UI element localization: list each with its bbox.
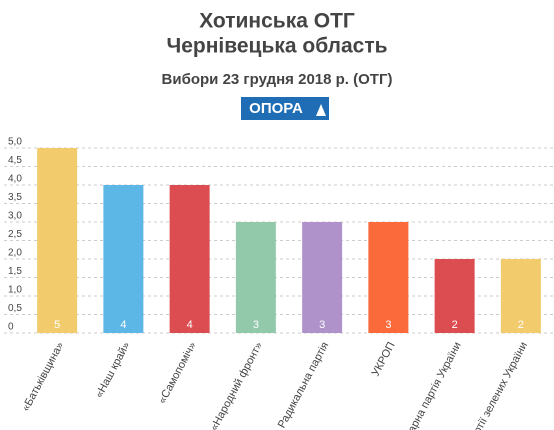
y-tick-label: 3,5 bbox=[8, 192, 22, 203]
value-label: 2 bbox=[518, 319, 524, 331]
x-tick-label: Партії зелених України bbox=[465, 340, 530, 430]
y-tick-label: 4,0 bbox=[8, 174, 22, 185]
value-label: 3 bbox=[253, 319, 259, 331]
value-label: 3 bbox=[319, 319, 325, 331]
y-tick-label: 2,5 bbox=[8, 229, 22, 240]
bar bbox=[235, 222, 276, 333]
bar bbox=[169, 185, 210, 333]
x-tick-label: «Наш край» bbox=[93, 340, 132, 400]
value-label: 4 bbox=[187, 319, 193, 331]
x-tick-label: «Батьківщина» bbox=[20, 340, 67, 413]
x-tick-label: «Самопоміч» bbox=[156, 340, 198, 406]
chart-title: Чернівецька область bbox=[166, 35, 387, 58]
y-tick-label: 2,0 bbox=[8, 248, 22, 259]
x-tick-label: Аграрна партія України bbox=[398, 340, 464, 430]
bar bbox=[37, 148, 78, 333]
value-label: 5 bbox=[54, 319, 60, 331]
value-label: 2 bbox=[452, 319, 458, 331]
logo: ОПОРА bbox=[249, 100, 303, 117]
y-tick-label: 4,5 bbox=[8, 155, 22, 166]
y-tick-label: 0 bbox=[8, 322, 14, 333]
x-tick-label: Радикальна партія bbox=[276, 340, 332, 430]
chart-subtitle: Вибори 23 грудня 2018 р. (ОТГ) bbox=[162, 71, 393, 88]
y-tick-label: 0,5 bbox=[8, 303, 22, 314]
y-tick-label: 1,5 bbox=[8, 266, 22, 277]
chart-title: Хотинська ОТГ bbox=[199, 10, 355, 33]
logo-icon bbox=[316, 104, 326, 116]
y-tick-label: 3,0 bbox=[8, 211, 22, 222]
y-tick-label: 1,0 bbox=[8, 285, 22, 296]
logo-box bbox=[241, 97, 313, 120]
bar bbox=[368, 222, 409, 333]
bar bbox=[103, 185, 144, 333]
value-label: 4 bbox=[120, 319, 126, 331]
bar bbox=[500, 259, 541, 333]
bar bbox=[434, 259, 475, 333]
y-tick-label: 5,0 bbox=[8, 137, 22, 148]
x-tick-label: «Народний фронт» bbox=[208, 340, 265, 430]
x-tick-label: УКРОП bbox=[370, 340, 398, 378]
value-label: 3 bbox=[385, 319, 391, 331]
bar bbox=[302, 222, 343, 333]
